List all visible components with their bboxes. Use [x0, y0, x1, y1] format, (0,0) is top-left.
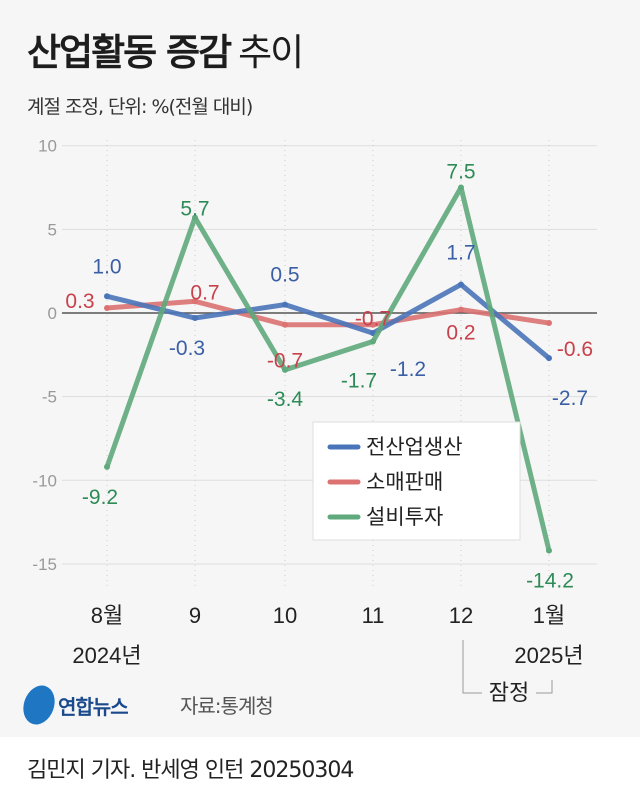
y-tick-label: 0 [48, 304, 57, 323]
data-label: -0.6 [557, 338, 593, 361]
data-point [104, 293, 110, 300]
series-line-2 [104, 185, 552, 552]
data-point [282, 366, 288, 373]
data-label: 0.7 [190, 281, 219, 304]
y-tick-label: 10 [38, 137, 57, 156]
data-label: 1.7 [446, 242, 475, 265]
data-point [458, 306, 464, 313]
data-point [546, 355, 552, 362]
legend-label: 전산업생산 [366, 436, 463, 459]
y-tick-label: -5 [42, 388, 57, 407]
series-line-1 [106, 298, 550, 328]
credit: 김민지 기자. 반세영 인턴 20250304 [27, 758, 354, 783]
data-label: -0.7 [267, 350, 303, 373]
data-label: -14.2 [526, 570, 574, 593]
data-point [546, 320, 552, 327]
data-point [192, 315, 198, 322]
annotation-label: 잠정 [489, 680, 529, 705]
x-tick-label: 9 [189, 603, 201, 628]
data-point [370, 338, 376, 345]
source: 자료:통계청 [180, 694, 274, 718]
x-tick-label: 10 [273, 603, 297, 628]
y-tick-label: -10 [32, 471, 57, 490]
x-tick-label: 12 [449, 603, 473, 628]
data-point [458, 184, 464, 191]
data-label: 7.5 [446, 161, 475, 184]
x-tick-label: 8월 [91, 603, 123, 628]
x-tick-label: 1월 [533, 603, 565, 628]
data-point [458, 281, 464, 288]
background [0, 0, 640, 737]
logo: 연합뉴스 [18, 681, 129, 729]
data-label: -2.7 [552, 387, 588, 410]
title-light: 추이 [238, 31, 304, 74]
chart-subtitle: 계절 조정, 단위: %(전월 대비) [27, 96, 253, 118]
logo-text: 연합뉴스 [58, 694, 129, 719]
legend-label: 소매판매 [366, 471, 443, 494]
data-label: -1.7 [341, 369, 377, 392]
data-point [104, 304, 110, 311]
y-tick-label: -15 [32, 555, 57, 574]
data-label: -0.3 [169, 337, 205, 360]
data-label: 5.7 [180, 198, 209, 221]
title-bold: 산업활동 증감 [27, 31, 232, 74]
y-tick-label: 5 [48, 220, 57, 239]
provisional-bracket [462, 640, 553, 694]
data-point [192, 214, 198, 221]
data-label: 0.2 [446, 322, 475, 345]
data-label: -1.2 [390, 358, 426, 381]
data-label: -0.7 [355, 308, 391, 331]
data-label: -3.4 [267, 388, 304, 411]
yonhap-logo-icon [18, 681, 60, 729]
year-label: 2024년 [72, 643, 141, 668]
data-point [192, 298, 198, 305]
data-point [104, 463, 110, 470]
series-line-0 [106, 282, 551, 361]
data-point [282, 301, 288, 308]
chart-title: 산업활동 증감 추이 [27, 22, 304, 76]
data-point [546, 547, 552, 554]
data-label: 0.5 [270, 264, 299, 287]
data-point [282, 321, 288, 328]
legend-label: 설비투자 [366, 506, 443, 529]
data-label: -9.2 [82, 486, 118, 509]
x-tick-label: 11 [362, 603, 385, 628]
year-label: 2025년 [514, 643, 583, 668]
data-label: 1.0 [92, 255, 121, 278]
data-point [370, 321, 376, 328]
data-label: 0.3 [65, 290, 94, 313]
